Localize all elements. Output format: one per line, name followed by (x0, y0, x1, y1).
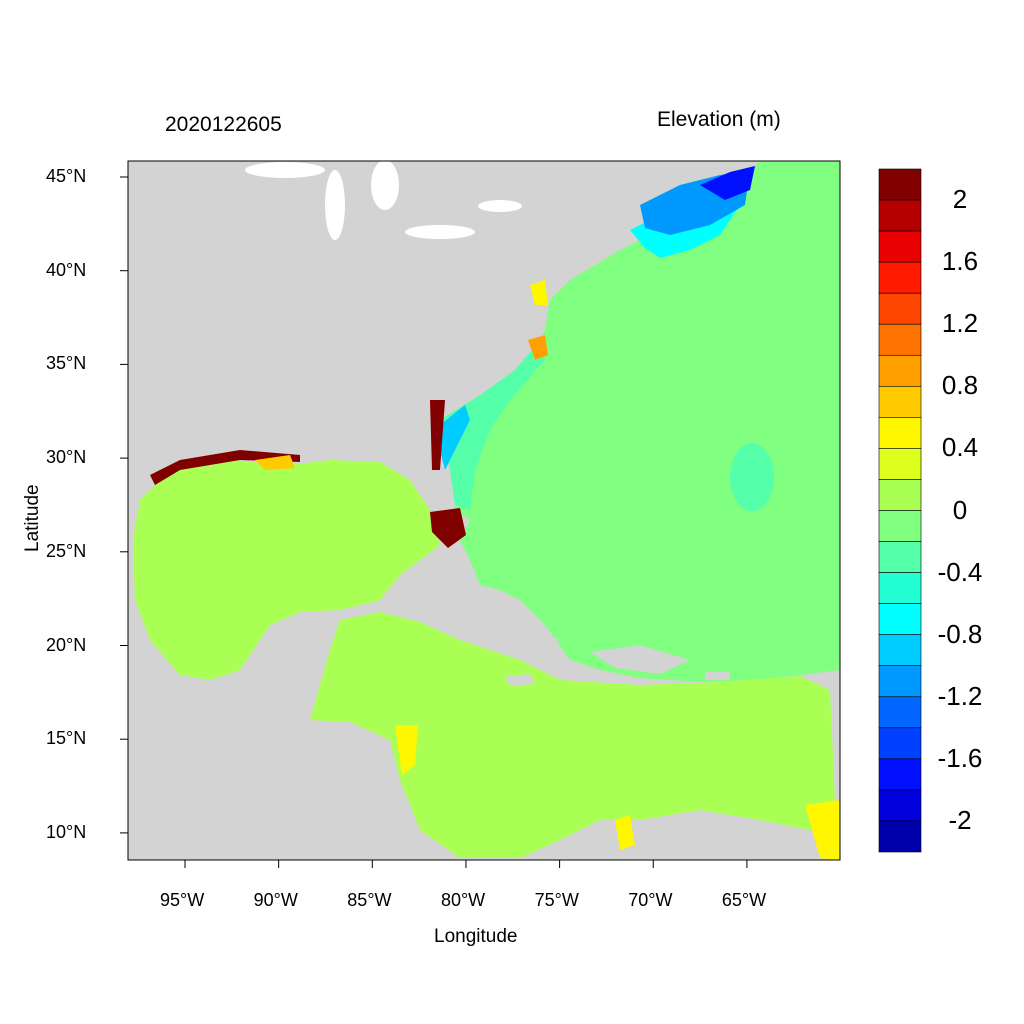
colorbar-bin (878, 479, 922, 511)
colorbar-bin (878, 354, 922, 387)
colorbar-label: 2 (952, 184, 968, 215)
cuba (380, 588, 560, 648)
colorbar-title: Elevation (m) (657, 108, 781, 131)
se-coast-blue (440, 405, 470, 470)
colorbar-label: 0 (952, 494, 968, 525)
x-tick-label: 80°W (440, 890, 486, 910)
gulf-of-mexico (133, 458, 440, 680)
x-tick-label: 75°W (534, 890, 579, 910)
outer-banks-surge (528, 335, 548, 360)
colorbar-bin (878, 665, 922, 698)
colorbar-label: 1.2 (941, 308, 979, 339)
x-tick-label: 85°W (347, 890, 392, 910)
colorbar-label: 0.4 (941, 432, 979, 463)
shelf-water (440, 340, 545, 510)
colorbar-bin (878, 386, 922, 418)
plot-frame (127, 160, 841, 861)
lake-erie (405, 225, 475, 239)
colorbar-label: -2 (948, 804, 972, 835)
y-tick-label: 40°N (46, 259, 87, 280)
y-tick-label: 10°N (46, 821, 87, 842)
gulf-coast-surge (150, 450, 300, 485)
y-tick-label: 20°N (46, 634, 87, 655)
y-tick-label: 35°N (46, 353, 87, 374)
lake-superior (245, 162, 325, 178)
colorbar-bin (878, 541, 922, 573)
hispaniola (590, 645, 690, 674)
caribbean-sea (310, 612, 835, 858)
x-tick-label: 65°W (721, 890, 767, 910)
south-florida-surge (430, 508, 466, 548)
gyre-anomaly (730, 443, 774, 511)
colorbar-bin (878, 510, 922, 542)
gulf-of-maine-deep (700, 166, 755, 200)
colorbar-bin (878, 820, 922, 853)
jamaica (505, 674, 535, 686)
se-coast-surge (430, 400, 445, 470)
y-tick-label: 45°N (46, 166, 87, 186)
colorbar-bin (878, 634, 922, 667)
colorbar-label: 1.6 (941, 246, 979, 277)
louisiana-surge (255, 455, 295, 470)
lake-ontario (478, 200, 522, 212)
trinidad-yellow (805, 800, 840, 860)
puerto-rico (705, 672, 730, 680)
colorbar-bin (878, 261, 922, 294)
y-tick-label: 30°N (46, 447, 87, 468)
colorbar-bin (878, 696, 922, 729)
y-tick-label: 15°N (46, 728, 87, 749)
colorbar-bin (878, 448, 922, 480)
timestamp-title: 2020122605 (165, 113, 282, 136)
colorbar-bin (878, 168, 922, 201)
colorbar-bin (878, 199, 922, 232)
colorbar-label: -0.4 (937, 556, 983, 587)
atlantic-ocean (445, 161, 840, 682)
colorbar-bin (878, 417, 922, 449)
chesapeake-surge (530, 280, 548, 305)
colorbar-label: 0.8 (941, 370, 979, 401)
venezuela-yellow (615, 815, 635, 850)
colorbar-bin (878, 230, 922, 263)
lake-michigan (325, 170, 345, 240)
x-tick-label: 70°W (628, 890, 673, 910)
y-tick-label: 25°N (46, 540, 87, 561)
colorbar-label: -1.2 (937, 680, 983, 711)
lake-huron (371, 161, 399, 210)
colorbar-bin (878, 323, 922, 356)
colorbar-label: -0.8 (937, 618, 983, 649)
nicaragua-yellow (395, 725, 418, 775)
colorbar-bin (878, 789, 922, 822)
colorbar-bin (878, 292, 922, 325)
x-tick-label: 95°W (160, 890, 205, 910)
x-tick-label: 90°W (253, 890, 298, 910)
x-axis-label: Longitude (434, 926, 518, 947)
colorbar-label: -1.6 (937, 742, 983, 773)
